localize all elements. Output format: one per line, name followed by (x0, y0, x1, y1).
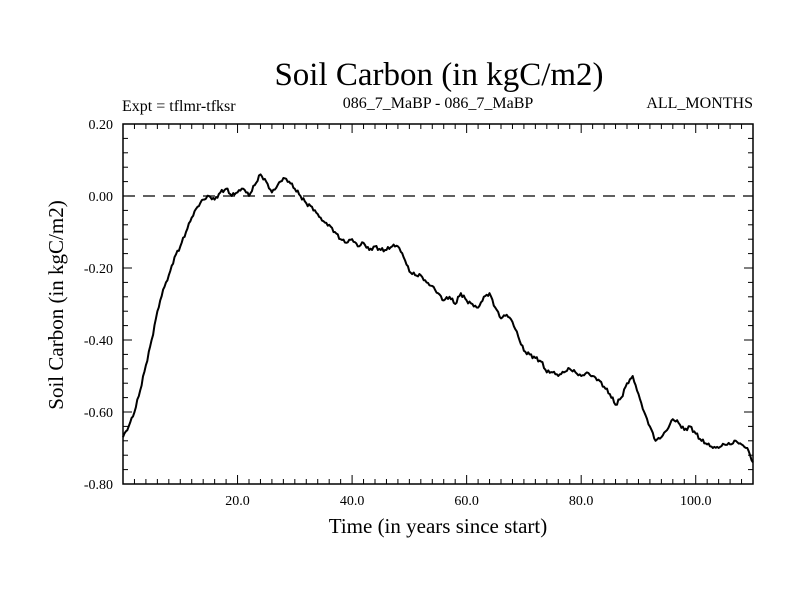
chart-title: Soil Carbon (in kgC/m2) (274, 57, 603, 93)
plot-frame (122, 123, 754, 485)
y-axis-label: Soil Carbon (in kgC/m2) (44, 200, 68, 409)
soil-carbon-line (122, 173, 754, 463)
months-label: ALL_MONTHS (646, 95, 753, 112)
x-tick-label: 20.0 (225, 494, 250, 509)
y-tick-label: 0.00 (89, 190, 114, 205)
x-axis-label: Time (in years since start) (329, 514, 548, 538)
y-tick-label: 0.20 (89, 118, 114, 133)
axes: 20.0 40.0 60.0 80.0 100.0 0.20 0.00 -0.20 -0.40 -… (84, 118, 753, 509)
y-tick-label: -0.60 (84, 406, 113, 421)
y-tick-label: -0.80 (84, 478, 113, 493)
y-tick-label: -0.40 (84, 334, 113, 349)
x-tick-label: 40.0 (340, 494, 365, 509)
x-tick-label: 100.0 (680, 494, 712, 509)
experiment-label: Expt = tflmr-tfksr (122, 98, 236, 115)
period-label: 086_7_MaBP - 086_7_MaBP (343, 95, 534, 112)
x-tick-label: 80.0 (569, 494, 594, 509)
x-tick-label: 60.0 (454, 494, 479, 509)
y-tick-label: -0.20 (84, 262, 113, 277)
